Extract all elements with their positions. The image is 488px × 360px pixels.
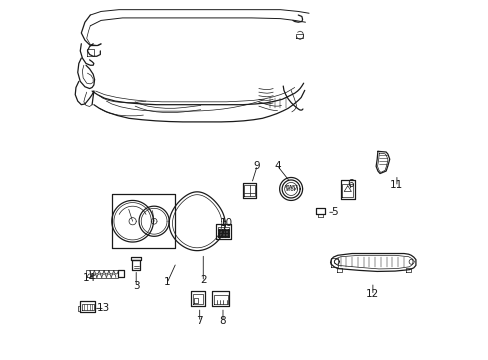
Text: 13: 13 <box>97 303 110 314</box>
Text: 14: 14 <box>82 273 96 283</box>
Text: 7: 7 <box>196 316 203 325</box>
Text: 4: 4 <box>274 161 281 171</box>
Text: 8: 8 <box>219 316 226 325</box>
Text: 1: 1 <box>164 277 170 287</box>
Text: 12: 12 <box>366 289 379 299</box>
Text: 5: 5 <box>330 207 337 217</box>
Text: START: START <box>284 185 297 189</box>
Text: 10: 10 <box>220 218 233 228</box>
Text: STOP: STOP <box>285 188 296 192</box>
Text: 3: 3 <box>133 281 139 291</box>
Text: 11: 11 <box>389 180 403 190</box>
Text: 2: 2 <box>200 275 206 285</box>
Text: 9: 9 <box>253 161 260 171</box>
Text: 6: 6 <box>346 179 353 189</box>
